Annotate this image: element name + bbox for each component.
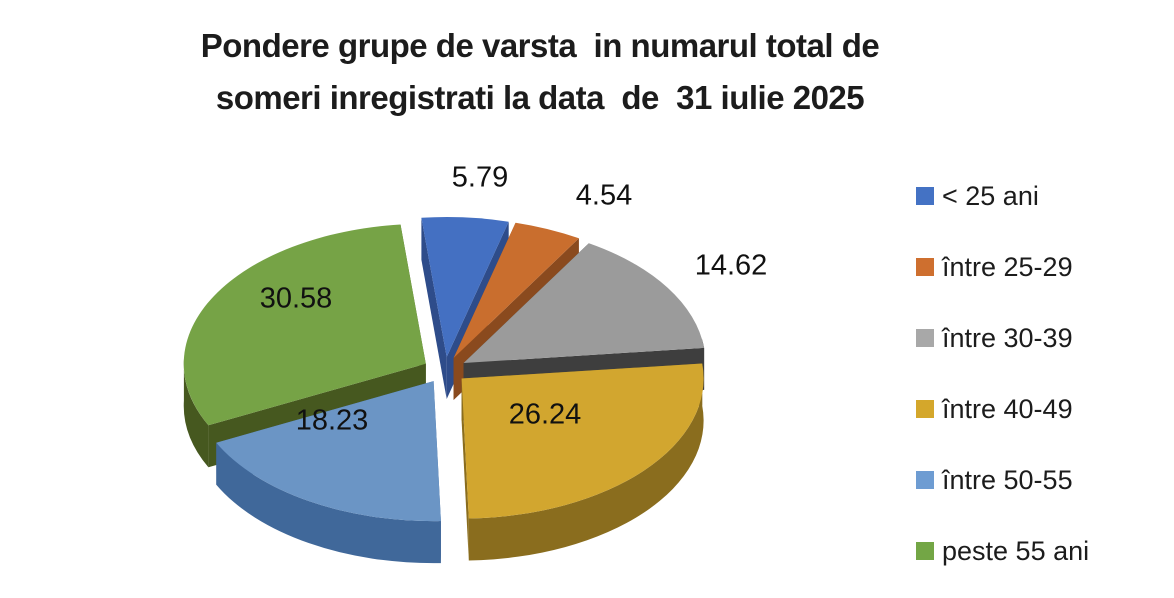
pie-slice-side <box>183 358 209 468</box>
legend-label: între 50-55 <box>942 464 1073 495</box>
data-label: 5.79 <box>451 161 509 194</box>
pie-slice <box>421 217 509 357</box>
pie-slice-side <box>216 442 441 564</box>
pie-slice <box>463 243 705 363</box>
legend-marker-icon <box>916 400 934 418</box>
chart-title-line2: someri inregistrati la data de 31 iulie … <box>215 79 865 116</box>
data-label: 14.62 <box>694 249 768 282</box>
pie-slice-wall <box>461 378 469 561</box>
pie-slice <box>183 224 426 426</box>
legend-label: între 40-49 <box>942 393 1073 424</box>
legend-item: peste 55 ani <box>916 536 1089 566</box>
legend-item: între 30-39 <box>916 323 1089 353</box>
legend-label: < 25 ani <box>942 180 1039 211</box>
legend-marker-icon <box>916 471 934 489</box>
pie-slice <box>216 381 441 522</box>
legend-marker-icon <box>916 258 934 276</box>
chart-title: Pondere grupe de varsta in numarul total… <box>0 20 1080 124</box>
legend-label: peste 55 ani <box>942 535 1090 566</box>
pie-slice <box>461 363 704 519</box>
data-label: 4.54 <box>575 179 633 212</box>
pie-slice-wall <box>421 217 447 399</box>
legend-item: între 50-55 <box>916 465 1089 495</box>
legend-item: între 25-29 <box>916 252 1089 282</box>
chart-title-line1: Pondere grupe de varsta in numarul total… <box>200 27 880 64</box>
data-label: 26.24 <box>508 398 582 431</box>
pie-slice-side <box>468 363 704 561</box>
legend-marker-icon <box>916 329 934 347</box>
legend: < 25 ani între 25-29 între 30-39 între 40-4… <box>916 181 1089 598</box>
legend-marker-icon <box>916 187 934 205</box>
data-label: 18.23 <box>295 404 369 437</box>
pie-slice <box>453 222 579 358</box>
legend-marker-icon <box>916 542 934 560</box>
data-label: 30.58 <box>259 282 333 315</box>
legend-item: între 40-49 <box>916 394 1089 424</box>
legend-label: între 25-29 <box>942 251 1073 282</box>
legend-label: între 30-39 <box>942 322 1073 353</box>
legend-item: < 25 ani <box>916 181 1089 211</box>
